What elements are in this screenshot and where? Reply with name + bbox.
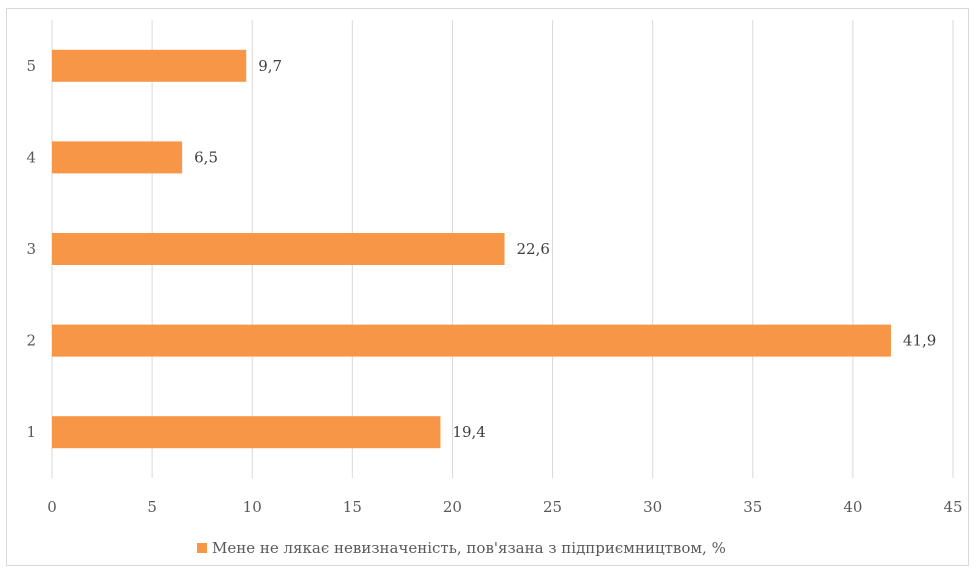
x-tick-label: 20 (443, 498, 462, 516)
legend: Мене не лякає невизначеність, пов'язана … (197, 539, 726, 557)
data-label-1: 19,4 (452, 423, 485, 441)
bars (52, 49, 891, 449)
x-tick-label: 15 (343, 498, 362, 516)
legend-swatch (197, 543, 207, 553)
legend-label: Мене не лякає невизначеність, пов'язана … (212, 539, 726, 557)
x-tick-label: 35 (743, 498, 762, 516)
x-tick-label: 30 (643, 498, 662, 516)
chart-frame (6, 8, 969, 566)
y-tick-label: 1 (26, 423, 36, 441)
bar-2 (52, 324, 891, 357)
data-labels: 19,4 41,9 22,6 6,5 9,7 (194, 57, 936, 441)
y-tick-label: 4 (26, 148, 36, 166)
data-label-2: 41,9 (903, 332, 936, 350)
y-tick-label: 3 (26, 240, 36, 258)
x-tick-label: 45 (943, 498, 962, 516)
x-tick-label: 10 (243, 498, 262, 516)
bar-5 (52, 49, 247, 82)
data-label-4: 6,5 (194, 148, 218, 166)
y-tick-label: 5 (26, 57, 36, 75)
bar-3 (52, 233, 505, 265)
bar-1 (52, 416, 441, 449)
gridlines (51, 20, 954, 478)
bar-4 (52, 141, 183, 174)
x-tick-label: 25 (543, 498, 562, 516)
y-tick-label: 2 (26, 332, 36, 350)
x-tick-label: 40 (843, 498, 862, 516)
x-tick-label: 0 (47, 498, 57, 516)
data-label-5: 9,7 (258, 57, 282, 75)
x-tick-label: 5 (147, 498, 157, 516)
data-label-3: 22,6 (517, 240, 550, 258)
